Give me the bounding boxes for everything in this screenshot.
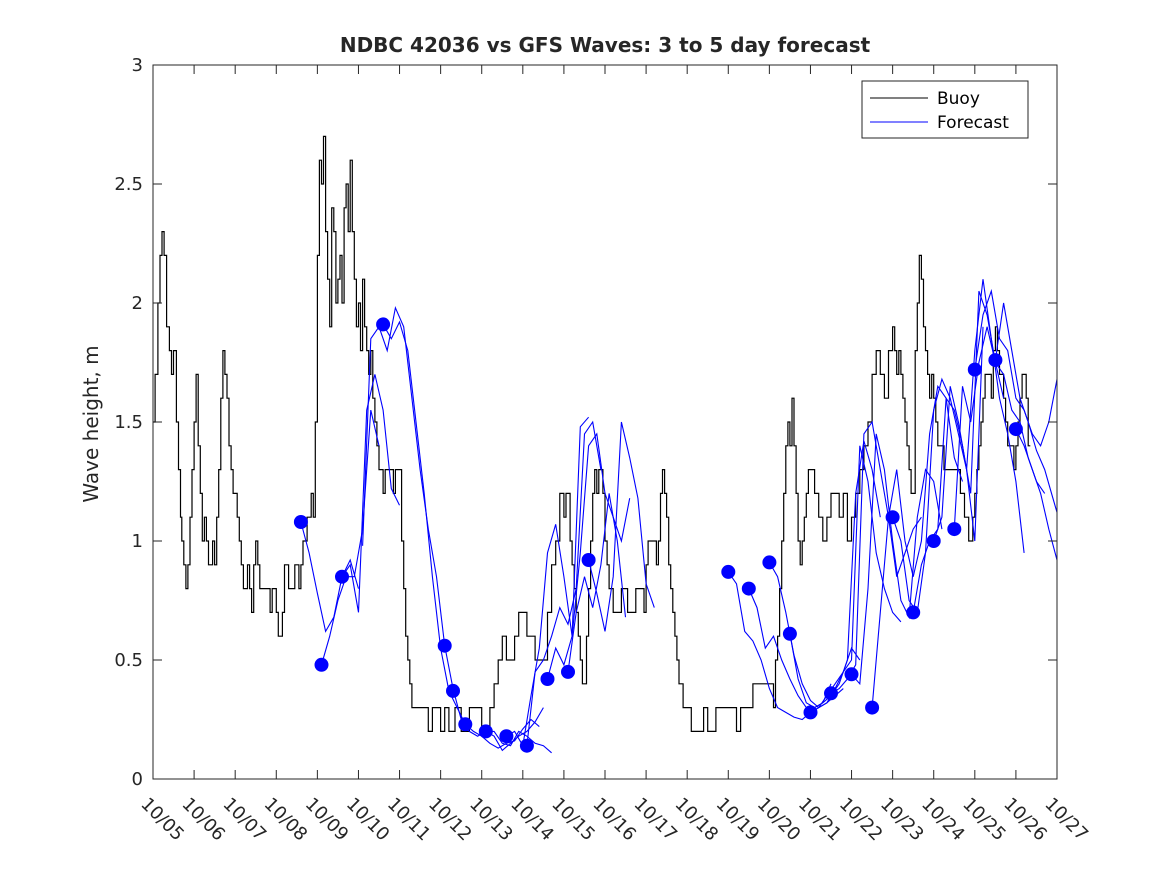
forecast-marker — [741, 581, 756, 596]
forecast-line-2 — [320, 409, 380, 665]
chart-title: NDBC 42036 vs GFS Waves: 3 to 5 day fore… — [340, 33, 871, 57]
forecast-line-27 — [994, 302, 1058, 513]
x-tick-label: 10/13 — [465, 794, 517, 846]
forecast-marker — [844, 667, 859, 682]
x-tick-label: 10/10 — [342, 794, 394, 846]
x-tick-label: 10/15 — [547, 794, 599, 846]
y-tick-label: 2 — [132, 293, 143, 314]
forecast-marker — [967, 362, 982, 377]
forecast-marker — [947, 522, 962, 537]
forecast-line-13 — [588, 421, 655, 632]
forecast-marker — [478, 724, 493, 739]
legend: Buoy Forecast — [861, 80, 1029, 139]
forecast-marker — [782, 626, 797, 641]
forecast-marker — [540, 672, 555, 686]
forecast-line-22 — [892, 326, 984, 614]
forecast-line-8 — [485, 707, 544, 752]
forecast-marker — [803, 705, 818, 720]
forecast-marker — [824, 686, 838, 701]
forecast-marker — [865, 700, 880, 715]
x-tick-label: 10/25 — [958, 794, 1010, 846]
y-axis-label: Wave height, m — [79, 345, 103, 502]
x-tick-label: 10/12 — [424, 794, 476, 846]
axes-box — [152, 64, 1058, 780]
x-tick-label: 10/08 — [260, 794, 312, 846]
x-tick-label: 10/21 — [794, 794, 846, 846]
x-tick-label: 10/22 — [835, 794, 887, 846]
forecast-line-9 — [506, 416, 590, 748]
x-tick-label: 10/20 — [753, 794, 805, 846]
forecast-marker — [762, 555, 777, 570]
forecast-marker — [335, 569, 349, 584]
forecast-marker — [906, 605, 921, 620]
forecast-line-18 — [810, 445, 902, 713]
forecast-marker — [458, 717, 473, 732]
forecast-line-3 — [341, 374, 400, 613]
y-tick-label: 1.5 — [114, 412, 143, 433]
forecast-marker — [1008, 422, 1023, 437]
y-tick-label: 2.5 — [114, 174, 143, 195]
forecast-marker — [885, 510, 900, 525]
forecast-marker — [293, 515, 308, 529]
x-tick-label: 10/26 — [999, 794, 1051, 846]
forecast-line-28 — [1015, 428, 1058, 561]
forecast-marker — [988, 353, 1003, 368]
x-tick-label: 10/14 — [506, 794, 558, 846]
x-tick-label: 10/07 — [219, 794, 271, 846]
x-tick-label: 10/16 — [588, 794, 640, 846]
x-tick-label: 10/18 — [671, 794, 723, 846]
y-tick-label: 1 — [132, 531, 143, 552]
forecast-marker — [519, 738, 534, 753]
legend-buoy-label: Buoy — [937, 89, 980, 109]
forecast-line-5 — [382, 320, 466, 725]
forecast-line-16 — [768, 562, 861, 709]
forecast-line-17 — [789, 440, 881, 709]
x-tick-label: 10/24 — [917, 794, 969, 846]
forecast-line-21 — [871, 384, 964, 708]
legend-box — [861, 80, 1029, 139]
x-tick-label: 10/05 — [136, 794, 188, 846]
axis-ticks: 10/0510/0610/0710/0810/0910/1010/1110/12… — [114, 55, 1092, 845]
forecast-line-4 — [362, 305, 446, 646]
x-tick-label: 10/06 — [178, 794, 230, 846]
forecast-marker — [721, 564, 736, 579]
buoy-line — [153, 135, 1031, 732]
forecast-line-1 — [300, 521, 360, 633]
x-tick-label: 10/27 — [1040, 794, 1092, 846]
x-tick-label: 10/17 — [630, 794, 682, 846]
forecast-marker — [446, 683, 460, 698]
forecast-marker — [561, 664, 575, 679]
forecast-marker — [437, 638, 452, 653]
y-tick-label: 3 — [132, 55, 143, 76]
forecast-marker — [314, 657, 329, 672]
forecast-line-7 — [464, 718, 540, 749]
forecast-marker — [926, 534, 941, 548]
forecast-line-15 — [748, 588, 832, 709]
x-tick-label: 10/09 — [301, 794, 353, 846]
x-tick-label: 10/23 — [876, 794, 928, 846]
forecast-marker — [376, 317, 391, 332]
forecast-marker — [581, 553, 596, 567]
y-tick-label: 0.5 — [114, 650, 143, 671]
forecast-line-10 — [526, 420, 602, 746]
forecast-line-26 — [974, 288, 1058, 448]
legend-forecast-label: Forecast — [937, 113, 1009, 133]
forecast-line-19 — [830, 420, 922, 694]
x-tick-label: 10/19 — [712, 794, 764, 846]
y-tick-label: 0 — [132, 769, 143, 790]
forecast-line-24 — [933, 279, 1025, 553]
forecast-marker — [499, 729, 514, 744]
x-tick-label: 10/11 — [383, 794, 435, 846]
plot-area — [153, 135, 1058, 754]
